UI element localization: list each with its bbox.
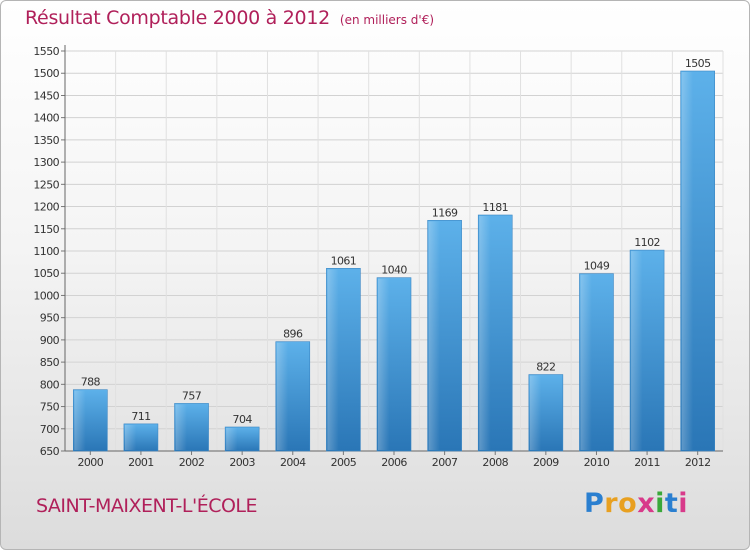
data-label: 1040 [381, 264, 407, 277]
x-tick-label: 2000 [78, 456, 104, 469]
y-tick-label: 900 [40, 334, 60, 347]
y-tick-label: 700 [40, 423, 60, 436]
y-tick-label: 1200 [33, 201, 59, 214]
data-label: 757 [182, 389, 202, 402]
y-tick-label: 950 [40, 312, 60, 325]
chart-title: Résultat Comptable 2000 à 2012 [25, 7, 330, 29]
bar-highlight [529, 375, 542, 450]
y-tick-label: 1400 [33, 112, 59, 125]
y-tick-label: 1000 [33, 289, 59, 302]
y-tick-label: 1050 [33, 267, 59, 280]
y-tick-label: 850 [40, 356, 60, 369]
y-tick-label: 1100 [33, 245, 59, 258]
x-tick-label: 2001 [128, 456, 154, 469]
commune-name: SAINT-MAIXENT-L'ÉCOLE [36, 495, 258, 517]
logo-letter: r [604, 488, 619, 519]
logo-letter: t [664, 488, 679, 519]
chart-title-block: Résultat Comptable 2000 à 2012 (en millie… [25, 7, 434, 29]
logo-letter: x [637, 488, 656, 519]
data-label: 1102 [634, 236, 660, 249]
bar-highlight [479, 216, 491, 450]
chart-subtitle: (en milliers d'€) [339, 13, 435, 27]
bar-highlight [74, 390, 86, 450]
x-tick-label: 2008 [482, 456, 508, 469]
x-tick-label: 2011 [634, 456, 660, 469]
axis-layer: 650 700 750 800 850 900 950 1000 1050 1100 1150 120… [33, 45, 723, 469]
bar-highlight [276, 342, 289, 450]
bar-highlight [226, 428, 238, 450]
y-tick-label: 1250 [33, 178, 59, 191]
y-tick-label: 1550 [33, 45, 59, 58]
x-tick-label: 2010 [584, 456, 610, 469]
label-layer: 788 711 757 704 896 1061 1040 1169 1181 822 1049 11… [81, 57, 712, 426]
logo-letter: o [618, 488, 638, 519]
x-tick-label: 2002 [179, 456, 205, 469]
data-label: 1169 [432, 206, 458, 219]
data-label: 1181 [482, 201, 508, 214]
y-tick-label: 1150 [33, 223, 59, 236]
data-label: 788 [81, 376, 101, 389]
logo-letter: i [655, 488, 665, 519]
bar-highlight [378, 278, 390, 450]
data-label: 704 [233, 413, 253, 426]
x-tick-label: 2007 [432, 456, 458, 469]
bar-highlight [681, 72, 694, 450]
y-tick-label: 1450 [33, 89, 59, 102]
y-tick-label: 750 [40, 401, 60, 414]
bar-highlight [124, 424, 137, 450]
data-label: 822 [536, 361, 555, 374]
x-tick-label: 2009 [533, 456, 559, 469]
x-tick-label: 2005 [331, 456, 357, 469]
logo-letter: i [678, 488, 689, 519]
y-tick-label: 1350 [33, 134, 59, 147]
bar-highlight [428, 221, 440, 450]
y-tick-label: 650 [40, 445, 60, 458]
data-label: 896 [283, 328, 303, 341]
x-tick-label: 2003 [229, 456, 255, 469]
data-label: 1505 [685, 57, 711, 70]
proxiti-logo[interactable]: Proxiti [584, 488, 688, 519]
y-tick-label: 800 [40, 378, 60, 391]
data-label: 1049 [584, 260, 610, 273]
data-label: 711 [131, 410, 150, 423]
data-label: 1061 [331, 254, 357, 267]
bar-highlight [327, 269, 339, 450]
bar-layer [73, 70, 715, 452]
x-tick-label: 2012 [685, 456, 711, 469]
bar-highlight [175, 404, 187, 450]
y-tick-label: 1300 [33, 156, 59, 169]
bar-highlight [580, 274, 592, 450]
y-tick-label: 1500 [33, 67, 59, 80]
x-tick-label: 2006 [381, 456, 407, 469]
logo-letter: P [584, 488, 605, 519]
bar-highlight [631, 251, 643, 450]
x-tick-label: 2004 [280, 456, 306, 469]
